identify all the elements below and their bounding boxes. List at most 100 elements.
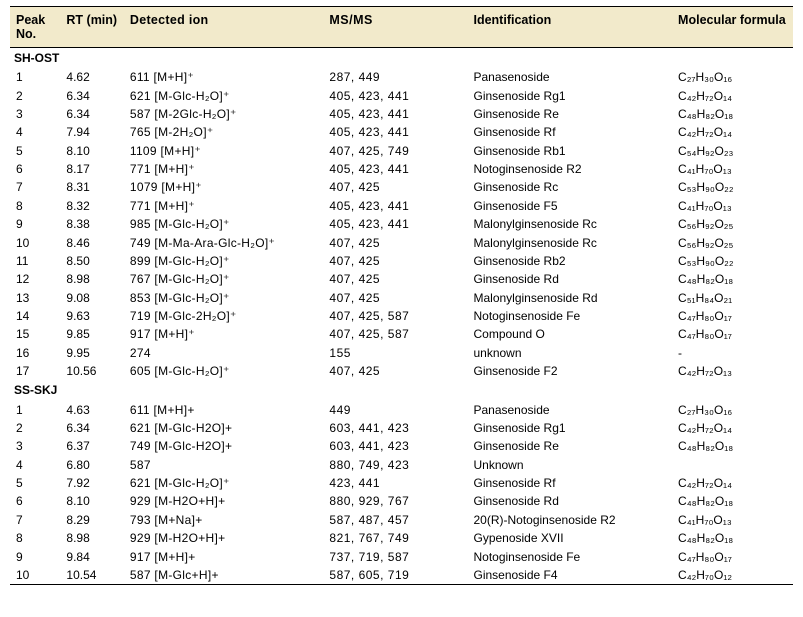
cell-formula: C₅₆H₉₂O₂₅ bbox=[674, 233, 793, 251]
table-row: 99.84917 [M+H]+737, 719, 587Notoginsenos… bbox=[10, 547, 793, 565]
table-row: 26.34621 [M-Glc-H₂O]⁺405, 423, 441Ginsen… bbox=[10, 86, 793, 104]
cell-ion: 771 [M+H]⁺ bbox=[126, 197, 326, 215]
table-row: 78.29793 [M+Na]+587, 487, 45720(R)-Notog… bbox=[10, 511, 793, 529]
cell-id: Malonylginsenoside Rc bbox=[469, 233, 674, 251]
cell-peak: 8 bbox=[10, 529, 62, 547]
cell-msms: 880, 749, 423 bbox=[325, 456, 469, 474]
cell-peak: 3 bbox=[10, 105, 62, 123]
col-header-msms: MS/MS bbox=[325, 7, 469, 48]
cell-id: Ginsenoside Rb2 bbox=[469, 252, 674, 270]
section-row: SH-OST bbox=[10, 48, 793, 69]
cell-id: Ginsenoside Re bbox=[469, 437, 674, 455]
col-header-rt: RT (min) bbox=[62, 7, 125, 48]
cell-peak: 8 bbox=[10, 197, 62, 215]
cell-rt: 8.10 bbox=[62, 142, 125, 160]
cell-ion: 1079 [M+H]⁺ bbox=[126, 178, 326, 196]
cell-id: Unknown bbox=[469, 456, 674, 474]
table-row: 68.10929 [M-H2O+H]+880, 929, 767Ginsenos… bbox=[10, 492, 793, 510]
cell-ion: 611 [M+H]+ bbox=[126, 400, 326, 418]
cell-peak: 1 bbox=[10, 400, 62, 418]
ginsenoside-table: Peak No. RT (min) Detected ion MS/MS Ide… bbox=[10, 6, 793, 585]
table-row: 68.17771 [M+H]⁺405, 423, 441Notoginsenos… bbox=[10, 160, 793, 178]
cell-id: Ginsenoside F2 bbox=[469, 362, 674, 380]
col-header-ion: Detected ion bbox=[126, 7, 326, 48]
table-row: 57.92621 [M-Glc-H₂O]⁺423, 441Ginsenoside… bbox=[10, 474, 793, 492]
cell-formula bbox=[674, 456, 793, 474]
cell-id: Gypenoside XVII bbox=[469, 529, 674, 547]
table-row: 26.34621 [M-Glc-H2O]+603, 441, 423Ginsen… bbox=[10, 419, 793, 437]
cell-formula: C₄₇H₈₀O₁₇ bbox=[674, 325, 793, 343]
cell-rt: 7.94 bbox=[62, 123, 125, 141]
cell-msms: 821, 767, 749 bbox=[325, 529, 469, 547]
cell-peak: 3 bbox=[10, 437, 62, 455]
cell-formula: C₄₂H₇₀O₁₂ bbox=[674, 566, 793, 585]
cell-ion: 587 bbox=[126, 456, 326, 474]
cell-formula: C₅₁H₈₄O₂₁ bbox=[674, 289, 793, 307]
section-label: SS-SKJ bbox=[10, 380, 793, 400]
table-row: 128.98767 [M-Glc-H₂O]⁺407, 425Ginsenosid… bbox=[10, 270, 793, 288]
cell-ion: 749 [M-Ma-Ara-Glc-H₂O]⁺ bbox=[126, 233, 326, 251]
cell-peak: 6 bbox=[10, 492, 62, 510]
table-row: 14.62611 [M+H]⁺287, 449PanasenosideC₂₇H₃… bbox=[10, 68, 793, 86]
cell-formula: C₅₃H₉₀O₂₂ bbox=[674, 252, 793, 270]
cell-formula: C₄₈H₈₂O₁₈ bbox=[674, 270, 793, 288]
cell-formula: C₄₂H₇₂O₁₃ bbox=[674, 362, 793, 380]
cell-peak: 7 bbox=[10, 511, 62, 529]
cell-ion: 621 [M-Glc-H₂O]⁺ bbox=[126, 474, 326, 492]
table-row: 118.50899 [M-Glc-H₂O]⁺407, 425Ginsenosid… bbox=[10, 252, 793, 270]
cell-ion: 767 [M-Glc-H₂O]⁺ bbox=[126, 270, 326, 288]
section-row: SS-SKJ bbox=[10, 380, 793, 400]
cell-peak: 10 bbox=[10, 233, 62, 251]
cell-id: Ginsenoside Rf bbox=[469, 474, 674, 492]
cell-peak: 5 bbox=[10, 474, 62, 492]
cell-rt: 9.84 bbox=[62, 547, 125, 565]
cell-rt: 9.85 bbox=[62, 325, 125, 343]
cell-peak: 10 bbox=[10, 566, 62, 585]
cell-msms: 405, 423, 441 bbox=[325, 105, 469, 123]
cell-id: Notoginsenoside R2 bbox=[469, 160, 674, 178]
section-label: SH-OST bbox=[10, 48, 793, 69]
cell-msms: 405, 423, 441 bbox=[325, 86, 469, 104]
cell-rt: 8.29 bbox=[62, 511, 125, 529]
cell-formula: C₅₆H₉₂O₂₅ bbox=[674, 215, 793, 233]
cell-msms: 407, 425, 587 bbox=[325, 325, 469, 343]
cell-id: Ginsenoside F4 bbox=[469, 566, 674, 585]
col-header-id: Identification bbox=[469, 7, 674, 48]
cell-ion: 765 [M-2H₂O]⁺ bbox=[126, 123, 326, 141]
cell-rt: 6.34 bbox=[62, 419, 125, 437]
cell-msms: 405, 423, 441 bbox=[325, 123, 469, 141]
cell-rt: 8.98 bbox=[62, 270, 125, 288]
cell-msms: 407, 425, 587 bbox=[325, 307, 469, 325]
cell-rt: 4.63 bbox=[62, 400, 125, 418]
cell-formula: C₄₈H₈₂O₁₈ bbox=[674, 105, 793, 123]
cell-msms: 880, 929, 767 bbox=[325, 492, 469, 510]
cell-id: Ginsenoside Rg1 bbox=[469, 419, 674, 437]
cell-rt: 6.37 bbox=[62, 437, 125, 455]
cell-msms: 423, 441 bbox=[325, 474, 469, 492]
cell-msms: 407, 425 bbox=[325, 178, 469, 196]
cell-peak: 16 bbox=[10, 344, 62, 362]
cell-msms: 155 bbox=[325, 344, 469, 362]
cell-formula: C₄₂H₇₂O₁₄ bbox=[674, 474, 793, 492]
table-row: 58.101109 [M+H]⁺407, 425, 749Ginsenoside… bbox=[10, 142, 793, 160]
cell-msms: 405, 423, 441 bbox=[325, 215, 469, 233]
cell-id: Ginsenoside F5 bbox=[469, 197, 674, 215]
cell-ion: 929 [M-H2O+H]+ bbox=[126, 529, 326, 547]
cell-ion: 929 [M-H2O+H]+ bbox=[126, 492, 326, 510]
cell-rt: 10.54 bbox=[62, 566, 125, 585]
cell-formula: C₅₃H₉₀O₂₂ bbox=[674, 178, 793, 196]
cell-id: Malonylginsenoside Rd bbox=[469, 289, 674, 307]
cell-id: Ginsenoside Rd bbox=[469, 270, 674, 288]
cell-rt: 9.08 bbox=[62, 289, 125, 307]
cell-peak: 2 bbox=[10, 86, 62, 104]
cell-msms: 287, 449 bbox=[325, 68, 469, 86]
cell-ion: 605 [M-Glc-H₂O]⁺ bbox=[126, 362, 326, 380]
cell-msms: 449 bbox=[325, 400, 469, 418]
cell-ion: 771 [M+H]⁺ bbox=[126, 160, 326, 178]
cell-id: Ginsenoside Rd bbox=[469, 492, 674, 510]
cell-msms: 405, 423, 441 bbox=[325, 160, 469, 178]
cell-peak: 13 bbox=[10, 289, 62, 307]
cell-formula: C₄₈H₈₂O₁₈ bbox=[674, 529, 793, 547]
cell-rt: 8.17 bbox=[62, 160, 125, 178]
cell-peak: 7 bbox=[10, 178, 62, 196]
